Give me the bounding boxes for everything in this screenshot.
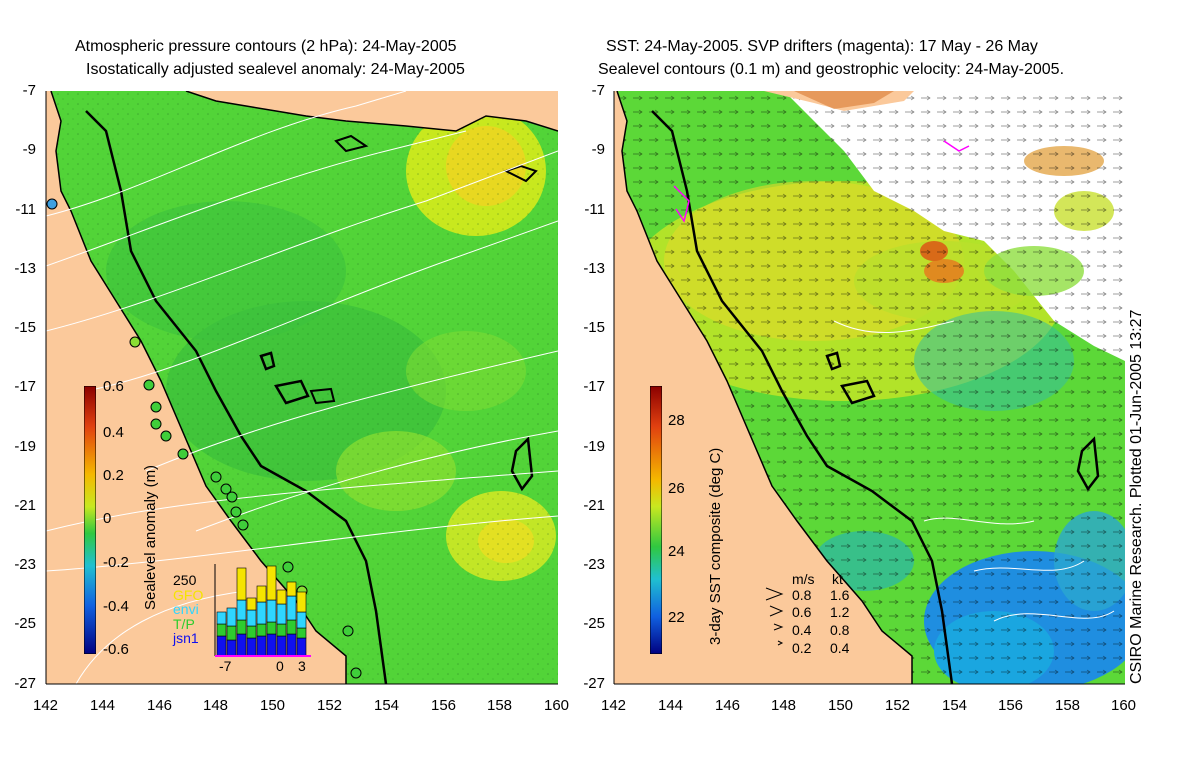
- left-colorbar: [84, 386, 96, 654]
- vel-row-0-kt: 1.6: [830, 587, 850, 603]
- svp-drifter-track: [673, 185, 690, 223]
- right-lat-tick: -19: [583, 438, 605, 455]
- right-lon-tick: 142: [601, 697, 627, 714]
- right-lat-tick: -7: [591, 82, 605, 99]
- vel-row-2-ms: 0.4: [792, 622, 812, 638]
- left-lon-tick: 158: [487, 697, 513, 714]
- vel-row-3-ms: 0.2: [792, 640, 812, 656]
- inset-xtick-1: 0: [276, 658, 284, 674]
- left-cb-tick-6: -0.6: [103, 641, 129, 658]
- right-lon-tick: 150: [828, 697, 854, 714]
- left-cb-tick-3: 0: [103, 510, 112, 527]
- left-lon-tick: 148: [203, 697, 229, 714]
- left-lon-tick: 142: [33, 697, 59, 714]
- right-map: [614, 91, 1125, 684]
- left-lat-tick: -15: [14, 319, 36, 336]
- left-cb-tick-1: 0.4: [103, 424, 124, 441]
- right-lat-tick: -13: [583, 260, 605, 277]
- vel-header-kt: kt: [832, 571, 843, 587]
- left-lon-tick: 156: [431, 697, 457, 714]
- right-lat-tick: -9: [591, 141, 605, 158]
- inset-xtick-0: -7: [219, 658, 232, 674]
- vel-row-1-ms: 0.6: [792, 604, 812, 620]
- right-colorbar: [650, 386, 662, 654]
- vel-row-0-ms: 0.8: [792, 587, 812, 603]
- right-lat-tick: -11: [584, 201, 605, 218]
- inset-histogram: [214, 564, 311, 657]
- vel-header-ms: m/s: [792, 571, 815, 587]
- left-lat-tick: -23: [14, 556, 36, 573]
- right-lat-tick: -15: [583, 319, 605, 336]
- right-cb-tick-3: 22: [668, 609, 685, 626]
- left-lon-tick: 154: [374, 697, 400, 714]
- right-lon-tick: 160: [1111, 697, 1137, 714]
- inset-ymax: 250: [173, 572, 197, 588]
- left-lat-tick: -7: [22, 82, 36, 99]
- right-title-line1: SST: 24-May-2005. SVP drifters (magenta)…: [606, 38, 1038, 55]
- left-lat-tick: -9: [22, 141, 36, 158]
- left-lon-tick: 160: [544, 697, 570, 714]
- vel-row-1-kt: 1.2: [830, 604, 850, 620]
- left-cb-tick-2: 0.2: [103, 467, 124, 484]
- inset-xtick-2: 3: [298, 658, 306, 674]
- right-lon-tick: 152: [885, 697, 911, 714]
- right-title-line2: Sealevel contours (0.1 m) and geostrophi…: [598, 61, 1065, 78]
- left-title-line1: Atmospheric pressure contours (2 hPa): 2…: [75, 38, 457, 55]
- right-cb-tick-0: 28: [668, 412, 685, 429]
- left-lon-tick: 144: [90, 697, 116, 714]
- left-title-line2: Isostatically adjusted sealevel anomaly:…: [86, 61, 465, 78]
- left-lat-tick: -13: [14, 260, 36, 277]
- left-lat-tick: -17: [14, 378, 36, 395]
- inset-sat-tp: T/P: [173, 616, 195, 632]
- australia-landmass: [46, 91, 346, 684]
- right-lon-tick: 144: [658, 697, 684, 714]
- left-lon-tick: 152: [317, 697, 343, 714]
- left-map: [46, 91, 558, 684]
- left-lat-tick: -19: [14, 438, 36, 455]
- right-cb-tick-2: 24: [668, 543, 685, 560]
- right-lon-tick: 154: [942, 697, 968, 714]
- left-lat-tick: -21: [14, 497, 36, 514]
- inset-sat-envi: envi: [173, 601, 199, 617]
- right-lat-tick: -17: [583, 378, 605, 395]
- left-lat-tick: -27: [14, 675, 36, 692]
- right-lon-tick: 156: [998, 697, 1024, 714]
- right-lat-tick: -23: [583, 556, 605, 573]
- right-lat-tick: -25: [583, 615, 605, 632]
- left-lat-tick: -25: [14, 615, 36, 632]
- right-lat-tick: -27: [583, 675, 605, 692]
- vel-legend-arrows: [765, 587, 784, 646]
- left-cb-tick-4: -0.2: [103, 554, 129, 571]
- right-lon-tick: 158: [1055, 697, 1081, 714]
- png-landmass: [186, 91, 558, 131]
- left-cb-tick-0: 0.6: [103, 378, 124, 395]
- right-lat-tick: -21: [583, 497, 605, 514]
- right-cb-tick-1: 26: [668, 480, 685, 497]
- inset-sat-jsn1: jsn1: [173, 630, 199, 646]
- left-lon-tick: 146: [147, 697, 173, 714]
- right-lon-tick: 148: [771, 697, 797, 714]
- vel-row-2-kt: 0.8: [830, 622, 850, 638]
- left-lon-tick: 150: [260, 697, 286, 714]
- left-cb-tick-5: -0.4: [103, 598, 129, 615]
- left-lat-tick: -11: [15, 201, 36, 218]
- inset-sat-gfo: GFO: [173, 587, 204, 603]
- vel-row-3-kt: 0.4: [830, 640, 850, 656]
- right-lon-tick: 146: [715, 697, 741, 714]
